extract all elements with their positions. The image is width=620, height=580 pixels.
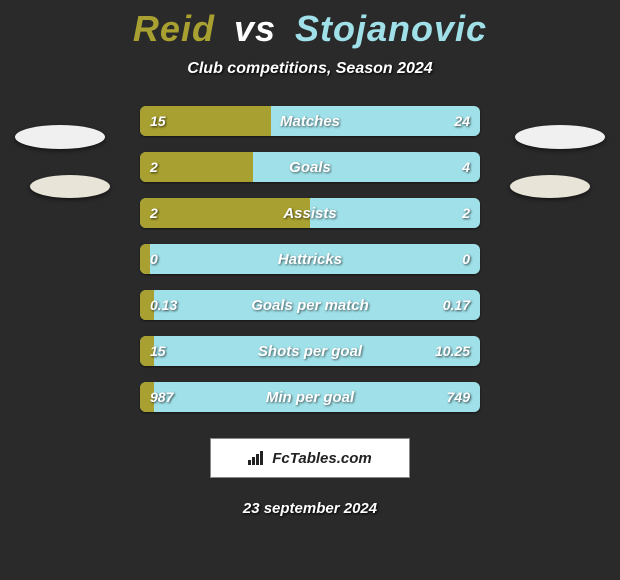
stat-row: 15 24Matches (140, 106, 480, 136)
stat-value-left: 0 (140, 244, 168, 274)
stat-value-right: 24 (444, 106, 480, 136)
stat-value-left: 0.13 (140, 290, 187, 320)
stat-value-right: 2 (452, 198, 480, 228)
comparison-chart: 1524Matches24Goals22Assists00Hattricks0.… (0, 106, 620, 426)
stat-value-right: 0.17 (433, 290, 480, 320)
page-title: Reid vs Stojanovic (0, 0, 620, 50)
stat-label: Goals (140, 152, 480, 182)
stat-value-right: 749 (437, 382, 480, 412)
stat-label: Assists (140, 198, 480, 228)
stat-value-left: 15 (140, 106, 176, 136)
vs-text: vs (234, 8, 276, 49)
stat-value-left: 987 (140, 382, 183, 412)
stat-value-right: 10.25 (425, 336, 480, 366)
attribution-badge: FcTables.com (210, 438, 410, 478)
chart-icon (248, 451, 266, 465)
stat-row: 1510.25Shots per goal (140, 336, 480, 366)
stat-row: 0 0Hattricks (140, 244, 480, 274)
subtitle: Club competitions, Season 2024 (0, 60, 620, 78)
stat-value-right: 0 (452, 244, 480, 274)
stat-value-right: 4 (452, 152, 480, 182)
stat-label: Hattricks (140, 244, 480, 274)
stat-row: 0.13 0.17Goals per match (140, 290, 480, 320)
stat-value-left: 2 (140, 198, 168, 228)
player2-name: Stojanovic (295, 8, 487, 49)
stat-label: Matches (140, 106, 480, 136)
attribution-text: FcTables.com (272, 450, 371, 467)
date-text: 23 september 2024 (0, 500, 620, 517)
stat-row: 2 2Assists (140, 198, 480, 228)
stat-label: Min per goal (140, 382, 480, 412)
stat-value-left: 15 (140, 336, 176, 366)
stat-label: Goals per match (140, 290, 480, 320)
player1-name: Reid (133, 8, 215, 49)
stat-value-left: 2 (140, 152, 168, 182)
stat-row: 2 4Goals (140, 152, 480, 182)
stat-row: 987 749Min per goal (140, 382, 480, 412)
